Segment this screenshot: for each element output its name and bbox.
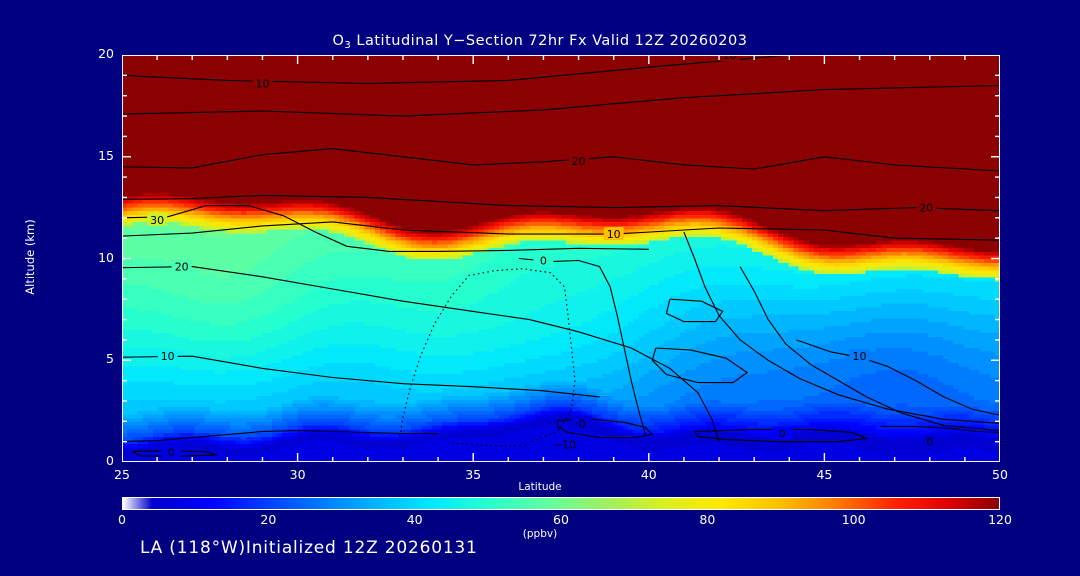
x-tick-label: 30: [289, 467, 306, 482]
x-tick-label: 40: [640, 467, 657, 482]
contour-label: 30: [150, 214, 164, 227]
contour-label: −10: [553, 439, 576, 452]
contour-line: [880, 425, 1000, 434]
colorbar-tick-label: 60: [553, 512, 569, 527]
contour-label: 0: [926, 436, 933, 449]
contour-line: [651, 347, 749, 384]
y-axis-label: Altitude (km): [23, 219, 37, 295]
colorbar: [122, 497, 1000, 510]
contour-label: 0: [779, 428, 786, 441]
contour-label: 0: [579, 417, 586, 430]
x-tick-label: 35: [465, 467, 482, 482]
colorbar-tick-label: 100: [841, 512, 866, 527]
contour-label: 20: [919, 202, 933, 215]
contour-label: 10: [161, 350, 175, 363]
contour-label: 10: [607, 228, 621, 241]
contour-line: [796, 339, 1000, 416]
contour-line: [122, 194, 1000, 212]
contour-line: [122, 84, 1000, 117]
contour-line: [122, 148, 1000, 172]
contour-lines: [122, 55, 1000, 457]
y-tick-label: 20: [98, 46, 114, 61]
contour-label: 20: [572, 155, 586, 168]
contour-line: [518, 257, 646, 435]
contour-line: [665, 298, 724, 323]
contour-label: 20: [175, 261, 189, 274]
contour-label: 0: [168, 446, 175, 459]
contour-label: 10: [853, 350, 867, 363]
colorbar-tick-label: 80: [699, 512, 716, 527]
contour-line: [739, 266, 1000, 432]
colorbar-tick-label: 120: [988, 512, 1012, 527]
contour-line: [122, 429, 439, 443]
x-axis-label: Latitude: [518, 481, 562, 493]
contour-line: [122, 55, 790, 85]
contour-line: [122, 355, 600, 398]
x-tick-label: 50: [992, 467, 1008, 482]
y-tick-label: 5: [106, 351, 114, 367]
y-tick-label: 10: [98, 249, 114, 265]
x-tick-label: 25: [114, 467, 130, 482]
x-tick-label: 45: [816, 467, 833, 482]
y-tick-label: 15: [98, 147, 114, 163]
colorbar-tick-label: 20: [260, 512, 277, 527]
y-axis-tick-labels: 0 5 10 15 20: [72, 0, 114, 576]
contour-line: [683, 231, 1000, 424]
contour-line: [556, 418, 654, 439]
contour-line: [122, 205, 649, 252]
plot-area: 10 10 20 20 10 30 20 0 10 10 0 0 −10 0 0: [122, 55, 1000, 462]
title-main-text: Latitudinal Y−Section 72hr Fx Valid 12Z …: [356, 33, 748, 49]
y-tick-label: 0: [106, 453, 114, 468]
chart-title: O3 Latitudinal Y−Section 72hr Fx Valid 1…: [0, 33, 1080, 51]
contour-fill-canvas: 10 10 20 20 10 30 20 0 10 10 0 0 −10 0 0: [122, 55, 1000, 462]
colorbar-tick-label: 40: [406, 512, 423, 527]
contour-label: 0: [540, 255, 547, 268]
colorbar-unit-label: (ppbv): [522, 528, 558, 540]
contour-line: [122, 221, 1000, 241]
contour-line: [398, 274, 471, 439]
colorbar-tick-label: 0: [118, 512, 126, 527]
contour-label: 10: [256, 78, 270, 91]
title-species: O: [332, 33, 345, 49]
contour-label: 10: [723, 55, 737, 62]
figure-caption: LA (118°W)Initialized 12Z 20260131: [140, 538, 478, 558]
contour-line: [122, 266, 720, 442]
title-species-subscript: 3: [344, 40, 352, 51]
